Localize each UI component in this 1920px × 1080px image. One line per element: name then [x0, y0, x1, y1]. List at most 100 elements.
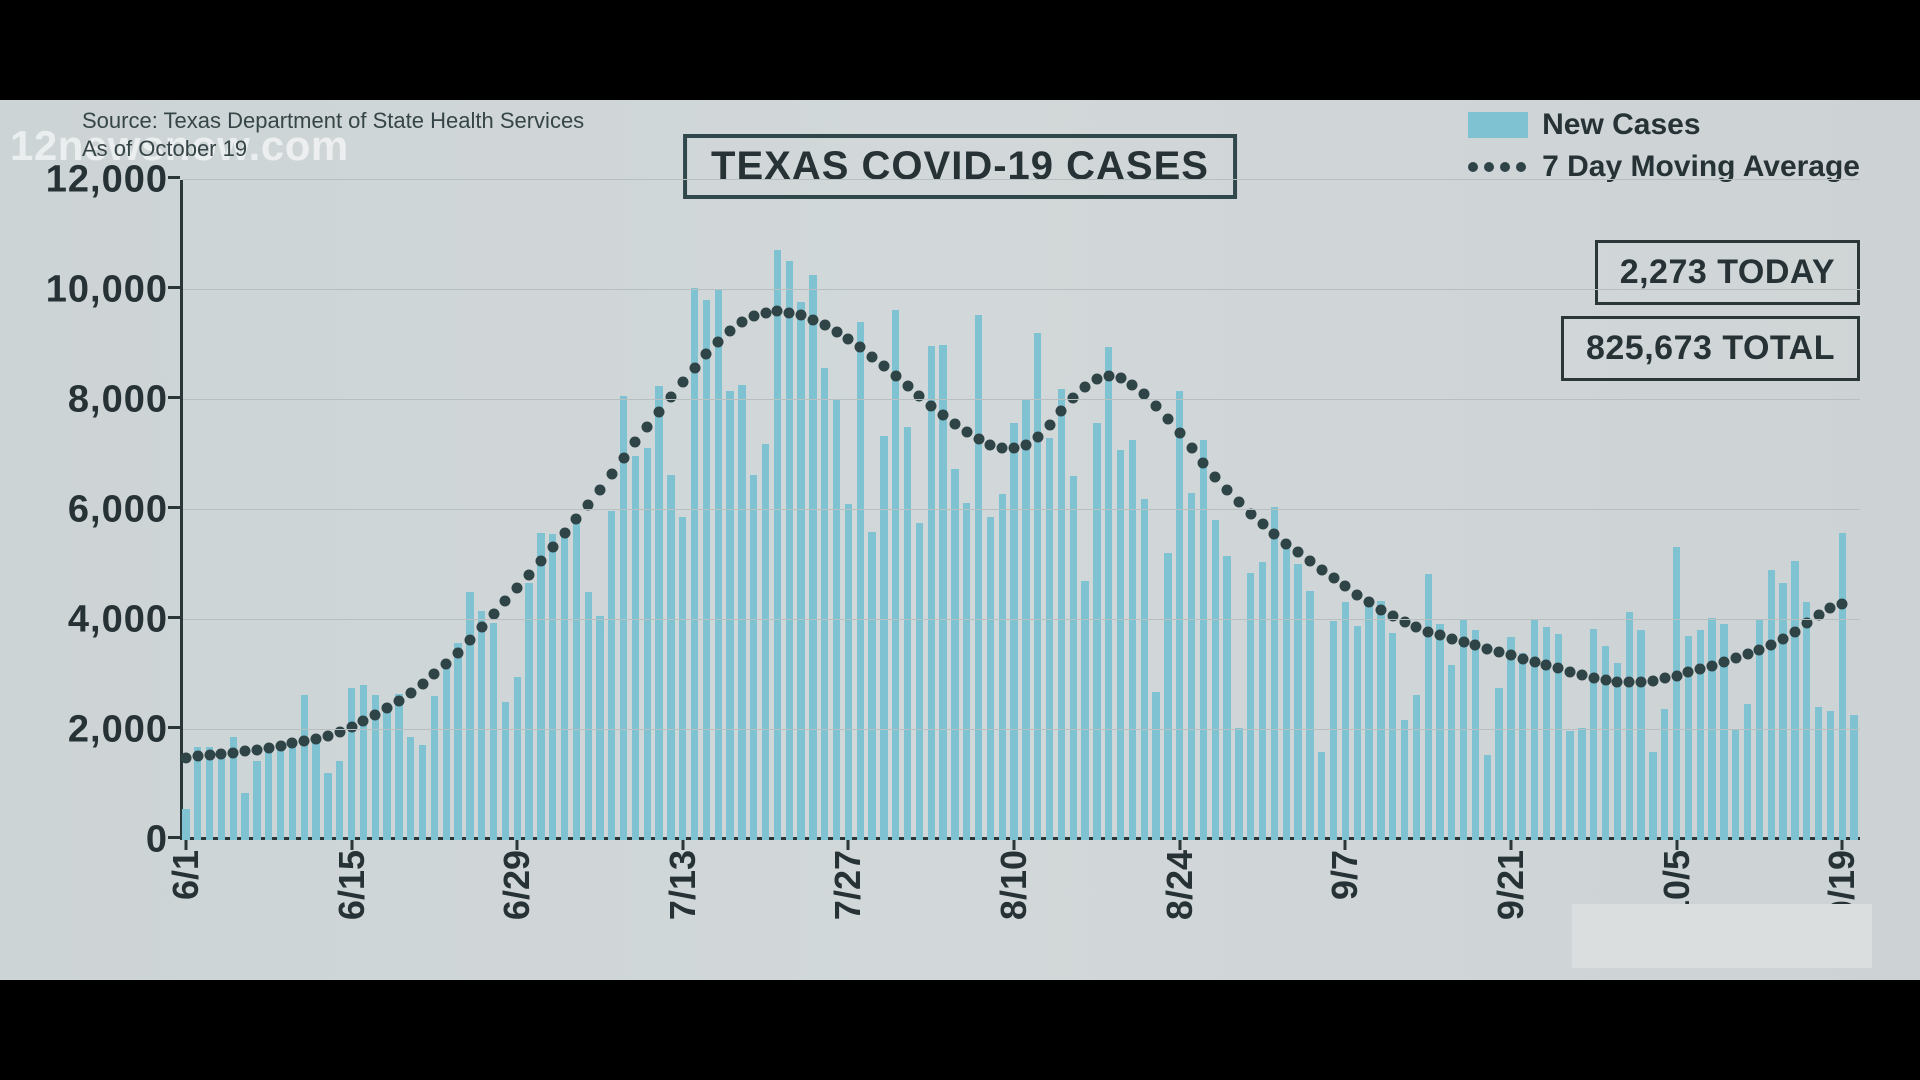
- bar: [951, 469, 958, 840]
- avg-dot: [535, 556, 546, 567]
- avg-dot: [1222, 485, 1233, 496]
- avg-dot: [1600, 674, 1611, 685]
- avg-dot: [476, 622, 487, 633]
- bar: [182, 809, 189, 840]
- bar: [1401, 720, 1408, 840]
- bar: [407, 737, 414, 840]
- bar: [797, 302, 804, 840]
- avg-dot: [464, 635, 475, 646]
- bar: [608, 511, 615, 840]
- avg-dot: [713, 336, 724, 347]
- avg-dot: [807, 314, 818, 325]
- bar: [265, 745, 272, 840]
- x-tick: [350, 840, 353, 850]
- x-axis-label: 6/15: [331, 850, 373, 920]
- avg-dot: [1659, 673, 1670, 684]
- avg-dot: [1789, 626, 1800, 637]
- avg-dot: [1576, 670, 1587, 681]
- avg-dot: [1174, 428, 1185, 439]
- avg-dot: [1304, 556, 1315, 567]
- avg-dot: [843, 333, 854, 344]
- bar: [1330, 621, 1337, 840]
- bar: [1318, 752, 1325, 840]
- avg-dot: [1517, 653, 1528, 664]
- bar: [1377, 601, 1384, 840]
- avg-dot: [1458, 637, 1469, 648]
- avg-dot: [949, 418, 960, 429]
- bar: [289, 744, 296, 840]
- avg-dot: [725, 325, 736, 336]
- avg-dot: [1139, 388, 1150, 399]
- avg-dot: [1233, 497, 1244, 508]
- x-tick: [184, 840, 187, 850]
- avg-dot: [677, 377, 688, 388]
- bar: [1744, 704, 1751, 840]
- bar: [1223, 556, 1230, 840]
- avg-dot: [867, 351, 878, 362]
- bar: [1448, 665, 1455, 840]
- avg-dot: [1565, 666, 1576, 677]
- avg-dot: [689, 363, 700, 374]
- y-tick: [168, 836, 180, 839]
- avg-dot: [1423, 626, 1434, 637]
- bar: [1495, 688, 1502, 840]
- legend-label-bars: New Cases: [1542, 108, 1700, 142]
- avg-dot: [1293, 547, 1304, 558]
- avg-dot: [346, 722, 357, 733]
- bar: [1507, 637, 1514, 840]
- bar: [431, 696, 438, 840]
- x-tick: [1344, 840, 1347, 850]
- avg-dot: [1541, 660, 1552, 671]
- avg-dot: [1328, 573, 1339, 584]
- gridline: [183, 509, 1860, 510]
- bar: [916, 523, 923, 840]
- bar: [857, 322, 864, 840]
- avg-dot: [417, 679, 428, 690]
- avg-dot: [1269, 529, 1280, 540]
- bar: [1566, 731, 1573, 840]
- avg-dot: [1044, 419, 1055, 430]
- avg-dot: [1186, 442, 1197, 453]
- bar: [1626, 612, 1633, 840]
- bar: [703, 300, 710, 840]
- avg-dot: [358, 716, 369, 727]
- avg-dot: [311, 733, 322, 744]
- bar: [478, 611, 485, 840]
- bar: [514, 677, 521, 840]
- x-axis-label: 9/7: [1324, 850, 1366, 900]
- bar: [1590, 629, 1597, 840]
- avg-dot: [559, 528, 570, 539]
- bar: [1578, 728, 1585, 840]
- bar: [1093, 423, 1100, 840]
- bar: [360, 685, 367, 840]
- avg-dot: [524, 569, 535, 580]
- avg-dot: [1730, 652, 1741, 663]
- gridline: [183, 729, 1860, 730]
- bar: [466, 592, 473, 840]
- y-axis-label: 2,000: [68, 709, 168, 752]
- bar: [454, 643, 461, 840]
- gridline: [183, 289, 1860, 290]
- avg-dot: [1588, 672, 1599, 683]
- avg-dot: [1766, 639, 1777, 650]
- bar: [809, 275, 816, 840]
- bar: [833, 400, 840, 840]
- avg-dot: [1435, 630, 1446, 641]
- bar: [1768, 570, 1775, 840]
- bar: [1212, 520, 1219, 840]
- avg-dot: [1695, 663, 1706, 674]
- avg-dot: [1364, 597, 1375, 608]
- x-tick: [681, 840, 684, 850]
- avg-dot: [1553, 663, 1564, 674]
- x-tick: [1178, 840, 1181, 850]
- bar: [1188, 493, 1195, 840]
- avg-dot: [595, 484, 606, 495]
- bar: [750, 475, 757, 840]
- x-axis-label: 7/13: [662, 850, 704, 920]
- y-axis-label: 4,000: [68, 599, 168, 642]
- bar: [821, 368, 828, 840]
- avg-dot: [748, 310, 759, 321]
- bar: [1519, 653, 1526, 840]
- bar: [1306, 591, 1313, 840]
- avg-dot: [630, 437, 641, 448]
